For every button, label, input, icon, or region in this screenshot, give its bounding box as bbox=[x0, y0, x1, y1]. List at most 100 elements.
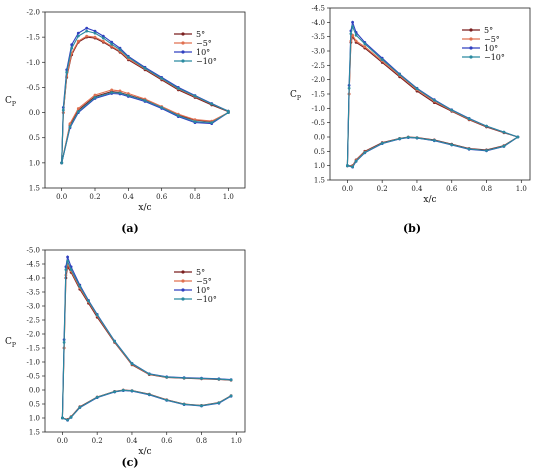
legend-marker bbox=[181, 41, 185, 45]
data-point bbox=[351, 165, 354, 169]
series-4 bbox=[61, 259, 233, 422]
y-axis-label-subscript: P bbox=[297, 95, 301, 102]
plot-frame bbox=[329, 7, 531, 181]
x-axis-label: x/c bbox=[138, 203, 151, 213]
legend-label: 5° bbox=[484, 26, 493, 35]
data-point bbox=[200, 377, 203, 380]
data-point bbox=[95, 395, 99, 399]
data-point bbox=[160, 77, 164, 80]
data-point bbox=[101, 36, 105, 40]
data-point bbox=[210, 121, 214, 124]
data-point bbox=[398, 137, 401, 141]
data-point bbox=[118, 91, 122, 95]
data-point bbox=[210, 102, 214, 106]
series-4 bbox=[346, 24, 520, 169]
chart-panel-2: 0.0 0.2 0.4 0.6 0.8 1.0 -4.5 -4.0 -3.5 -3.0 -2.5 -2… bbox=[290, 5, 531, 235]
data-point bbox=[121, 388, 125, 392]
data-point bbox=[66, 255, 69, 259]
x-axis-label: x/c bbox=[138, 447, 151, 457]
legend-marker bbox=[181, 32, 185, 36]
data-point bbox=[78, 285, 82, 288]
data-point bbox=[398, 73, 401, 76]
legend-label: −5° bbox=[196, 39, 212, 48]
data-point bbox=[85, 34, 89, 38]
panel-caption: (b) bbox=[403, 222, 421, 235]
x-tick-label: 0.8 bbox=[196, 437, 207, 445]
data-point bbox=[217, 401, 221, 405]
data-point bbox=[485, 149, 488, 152]
data-point bbox=[363, 42, 367, 46]
data-point bbox=[110, 91, 114, 94]
y-tick-label: 0.0 bbox=[314, 134, 325, 142]
data-point bbox=[182, 376, 186, 380]
data-point bbox=[69, 415, 73, 419]
data-point bbox=[93, 96, 97, 99]
legend-label: 5° bbox=[196, 268, 205, 277]
x-tick-label: 0.4 bbox=[411, 185, 423, 193]
legend-marker bbox=[181, 288, 185, 292]
data-point bbox=[351, 20, 354, 24]
legend-label: −5° bbox=[484, 35, 500, 44]
series-line-lower bbox=[347, 136, 519, 167]
data-point bbox=[85, 26, 89, 30]
data-point bbox=[93, 35, 97, 39]
legend-marker bbox=[469, 37, 473, 41]
data-point bbox=[229, 378, 233, 382]
data-point bbox=[118, 89, 122, 93]
data-point bbox=[69, 268, 73, 271]
y-tick-label: -4.0 bbox=[27, 275, 41, 283]
legend-marker bbox=[181, 59, 185, 63]
y-tick-label: 1.5 bbox=[314, 177, 325, 185]
x-tick-label: 0.2 bbox=[89, 193, 100, 201]
data-point bbox=[450, 143, 454, 147]
data-point bbox=[502, 144, 506, 148]
data-point bbox=[143, 99, 147, 102]
legend-label: −10° bbox=[196, 57, 217, 66]
data-point bbox=[380, 141, 384, 145]
y-tick-label: 0.5 bbox=[29, 134, 40, 142]
data-point bbox=[347, 86, 351, 90]
data-point bbox=[60, 161, 64, 165]
data-point bbox=[110, 42, 114, 46]
data-point bbox=[147, 372, 151, 376]
data-point bbox=[126, 92, 130, 95]
y-tick-label: -1.5 bbox=[27, 34, 41, 42]
series-line-lower bbox=[62, 389, 232, 421]
data-point bbox=[87, 299, 90, 303]
x-tick-label: 0.8 bbox=[189, 193, 200, 201]
data-point bbox=[380, 58, 384, 61]
x-tick-label: 1.0 bbox=[231, 437, 242, 445]
x-tick-label: 0.0 bbox=[56, 193, 67, 201]
data-point bbox=[113, 390, 116, 394]
plot-frame bbox=[44, 249, 246, 433]
data-point bbox=[76, 107, 80, 110]
data-point bbox=[70, 43, 74, 47]
series-line-lower bbox=[347, 136, 519, 168]
x-tick-label: 0.0 bbox=[342, 185, 353, 193]
legend-label: 10° bbox=[196, 286, 210, 295]
y-tick-label: -1.0 bbox=[27, 59, 41, 67]
y-tick-label: -1.0 bbox=[27, 359, 41, 367]
y-tick-label: -1.5 bbox=[312, 91, 326, 99]
data-point bbox=[118, 48, 122, 52]
y-tick-label: -2.0 bbox=[27, 331, 41, 339]
y-tick-label: 0.0 bbox=[29, 387, 40, 395]
y-tick-label: -4.5 bbox=[27, 261, 41, 269]
data-point bbox=[68, 125, 72, 129]
x-tick-label: 0.2 bbox=[377, 185, 388, 193]
panel-caption: (a) bbox=[121, 222, 139, 235]
y-tick-label: -0.5 bbox=[312, 119, 326, 127]
y-tick-label: -0.5 bbox=[27, 84, 41, 92]
data-point bbox=[354, 159, 358, 163]
data-point bbox=[193, 118, 197, 121]
x-tick-label: 0.4 bbox=[126, 437, 138, 445]
data-point bbox=[226, 111, 230, 114]
data-point bbox=[61, 416, 64, 420]
legend: 5°−5°10°−10° bbox=[174, 30, 217, 66]
legend-marker bbox=[181, 297, 185, 301]
data-point bbox=[93, 93, 97, 97]
data-point bbox=[130, 389, 134, 393]
series-line-lower bbox=[347, 136, 519, 168]
legend-label: 10° bbox=[484, 44, 498, 53]
